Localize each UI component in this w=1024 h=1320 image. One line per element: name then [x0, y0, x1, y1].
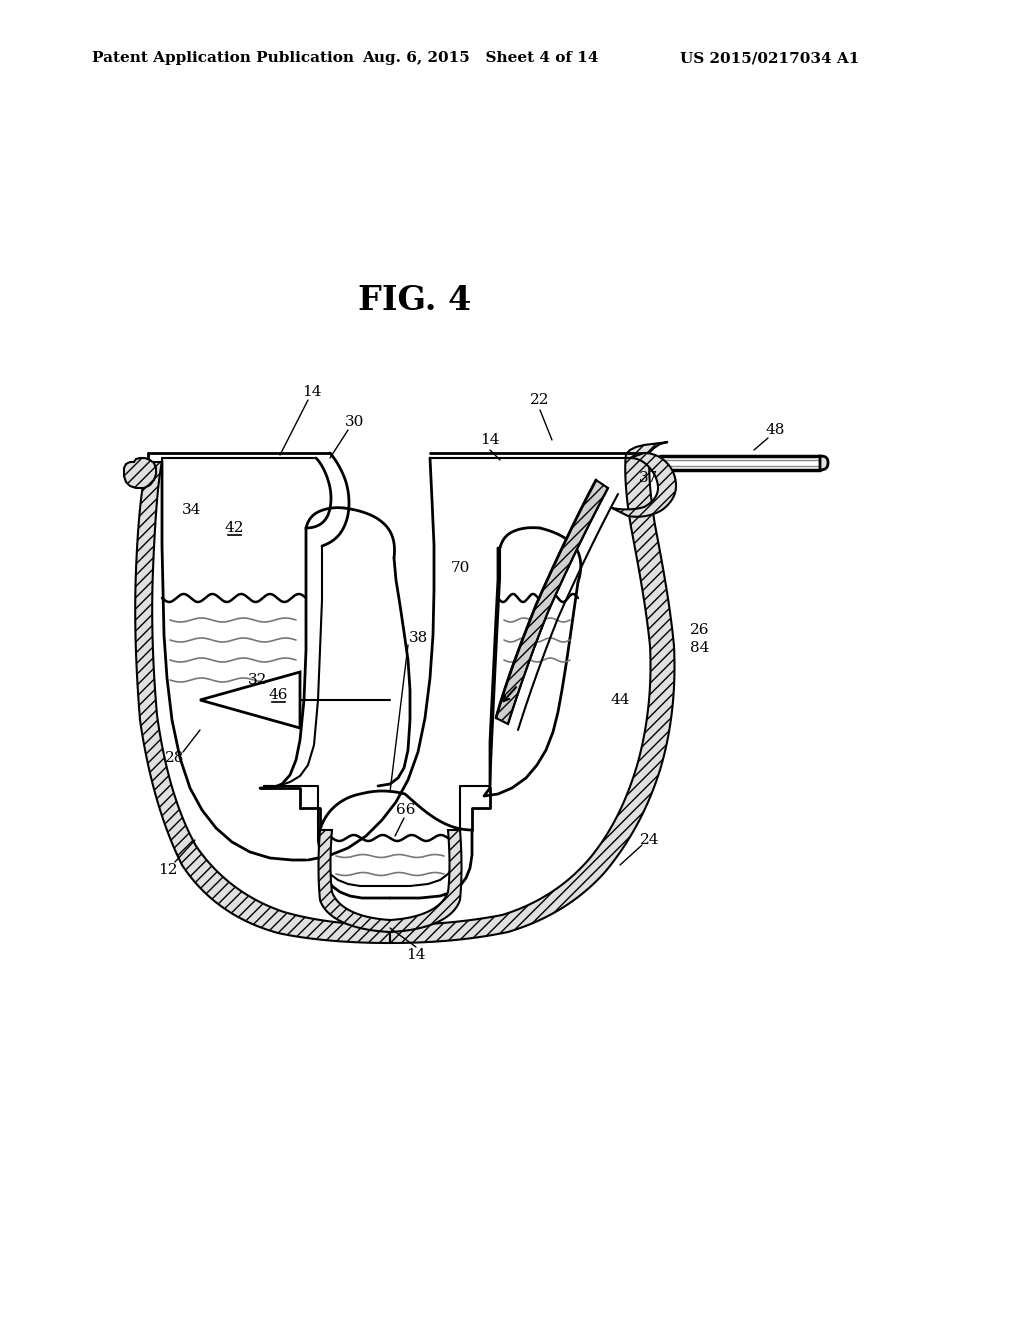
Text: US 2015/0217034 A1: US 2015/0217034 A1: [680, 51, 859, 65]
Polygon shape: [612, 453, 676, 516]
Text: 12: 12: [159, 863, 178, 876]
Text: 22: 22: [530, 393, 550, 407]
Text: 48: 48: [765, 422, 784, 437]
Text: 24: 24: [640, 833, 659, 847]
Text: 46: 46: [268, 688, 288, 702]
Text: 84: 84: [690, 642, 710, 655]
Text: Patent Application Publication: Patent Application Publication: [92, 51, 354, 65]
Text: 42: 42: [224, 521, 244, 535]
Text: 32: 32: [248, 673, 267, 686]
Text: 14: 14: [480, 433, 500, 447]
Text: 44: 44: [610, 693, 630, 708]
Text: 66: 66: [396, 803, 416, 817]
Polygon shape: [200, 672, 300, 729]
Polygon shape: [820, 455, 828, 470]
Text: 30: 30: [345, 414, 365, 429]
Text: 26: 26: [690, 623, 710, 638]
Text: Aug. 6, 2015   Sheet 4 of 14: Aug. 6, 2015 Sheet 4 of 14: [362, 51, 598, 65]
Text: 14: 14: [302, 385, 322, 399]
Text: 37: 37: [638, 471, 657, 484]
Text: 14: 14: [407, 948, 426, 962]
Text: 34: 34: [182, 503, 202, 517]
Text: 28: 28: [165, 751, 184, 766]
Text: 70: 70: [451, 561, 470, 576]
Text: FIG. 4: FIG. 4: [358, 284, 472, 317]
Text: 38: 38: [409, 631, 428, 645]
Polygon shape: [135, 462, 390, 942]
Polygon shape: [124, 458, 156, 488]
Polygon shape: [390, 442, 675, 942]
Polygon shape: [496, 480, 608, 723]
Polygon shape: [318, 830, 462, 932]
